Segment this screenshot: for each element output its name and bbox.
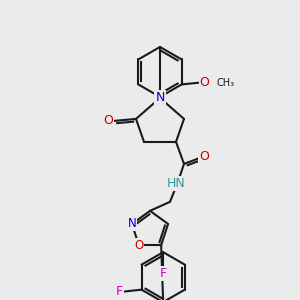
Text: F: F	[160, 267, 167, 280]
Text: CH₃: CH₃	[217, 78, 235, 88]
Text: O: O	[134, 239, 143, 252]
Text: F: F	[116, 285, 123, 298]
Text: HN: HN	[167, 177, 185, 190]
Text: O: O	[200, 76, 210, 89]
Text: N: N	[155, 92, 165, 104]
Text: O: O	[103, 114, 113, 128]
Text: N: N	[128, 218, 136, 230]
Text: O: O	[199, 150, 209, 164]
